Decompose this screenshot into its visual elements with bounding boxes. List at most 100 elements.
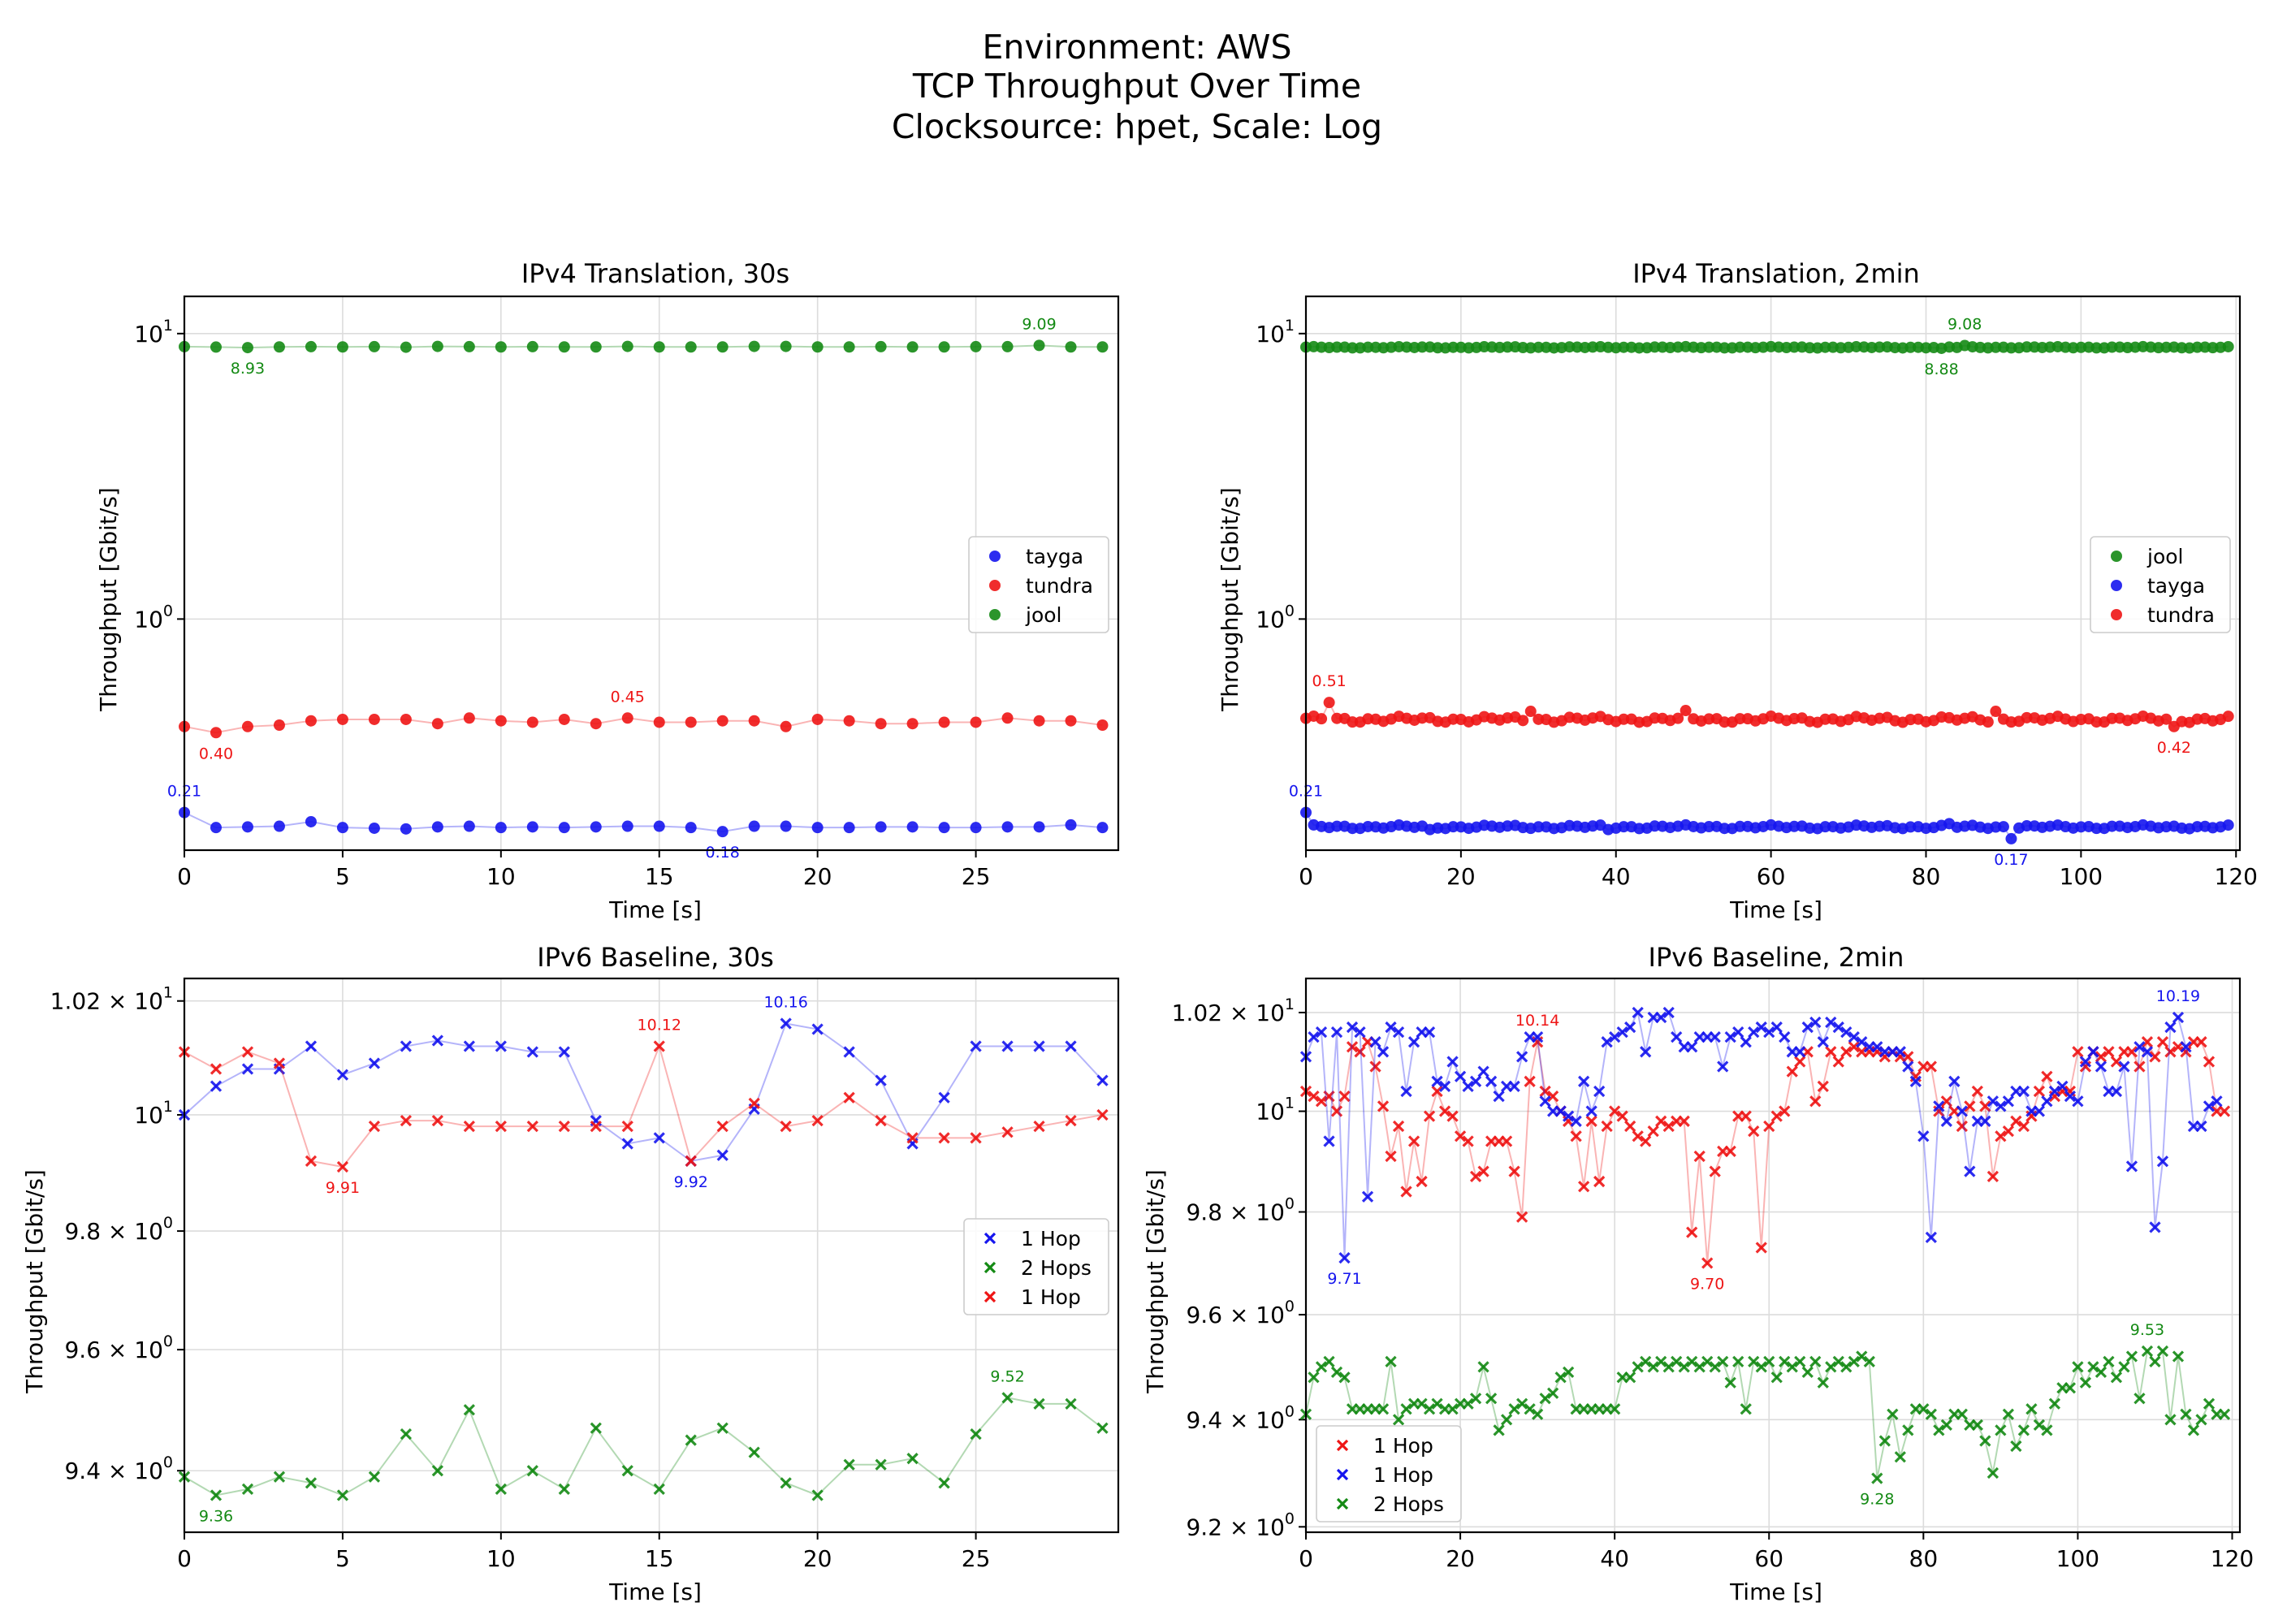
data-point xyxy=(2164,1414,2177,1426)
data-point xyxy=(2180,1041,2192,1053)
x-tick-label: 20 xyxy=(1446,863,1476,890)
data-point xyxy=(1672,712,1684,724)
data-point xyxy=(1096,1422,1109,1434)
data-label: 10.14 xyxy=(1515,1012,1559,1030)
figure-title-line-2: TCP Throughput Over Time xyxy=(912,67,1361,106)
data-point xyxy=(336,341,348,353)
y-axis-label: Throughput [Gbit/s] xyxy=(95,487,122,712)
y-tick-label: 100 xyxy=(1256,602,1295,633)
data-point xyxy=(1909,1075,1922,1087)
data-point xyxy=(1724,1376,1736,1389)
data-point xyxy=(1647,1361,1659,1373)
data-point xyxy=(1779,1031,1791,1043)
data-point xyxy=(1956,1105,1968,1117)
legend-label: tayga xyxy=(1026,545,1083,568)
data-point xyxy=(653,716,665,728)
x-tick-label: 120 xyxy=(2211,1545,2254,1572)
data-point xyxy=(1871,1472,1883,1484)
data-point xyxy=(2110,1056,2123,1068)
data-point xyxy=(2149,1355,2161,1368)
data-point xyxy=(1995,1100,2007,1112)
data-point xyxy=(463,1404,475,1416)
data-point xyxy=(305,1155,318,1168)
data-point xyxy=(1469,1393,1482,1405)
data-point xyxy=(495,1040,507,1052)
data-point xyxy=(938,1477,950,1489)
data-point xyxy=(2218,1408,2231,1420)
data-point xyxy=(2180,1408,2192,1420)
data-point xyxy=(2095,1366,2108,1378)
series-line xyxy=(1305,1039,2224,1263)
data-point xyxy=(843,715,855,727)
data-point xyxy=(1096,1108,1109,1121)
y-tick-label: 9.6 × 100 xyxy=(64,1332,173,1363)
x-tick-label: 100 xyxy=(2060,863,2103,890)
data-point xyxy=(305,1477,318,1489)
y-tick-label: 9.6 × 100 xyxy=(1186,1298,1295,1328)
data-point xyxy=(2087,1046,2099,1058)
data-point xyxy=(1940,1095,1952,1108)
data-point xyxy=(1423,1403,1436,1415)
data-point xyxy=(1832,1056,1844,1068)
data-point xyxy=(1979,1435,1991,1447)
data-point xyxy=(1917,1130,1930,1142)
data-point xyxy=(495,1121,507,1133)
data-point xyxy=(2203,1100,2216,1112)
data-point xyxy=(1632,1130,1644,1142)
data-point xyxy=(1385,1150,1397,1163)
data-point xyxy=(273,820,285,832)
data-point xyxy=(1493,1424,1505,1436)
data-point xyxy=(938,1091,950,1104)
data-point xyxy=(241,821,253,833)
data-point xyxy=(1315,1361,1328,1373)
data-point xyxy=(526,1046,538,1058)
data-point xyxy=(906,1132,919,1144)
x-tick-label: 20 xyxy=(803,1545,832,1572)
data-point xyxy=(1431,1397,1443,1410)
data-point xyxy=(495,1483,507,1496)
data-point xyxy=(843,1046,855,1058)
data-point xyxy=(1001,821,1014,833)
data-point xyxy=(1065,341,1077,353)
data-point xyxy=(1616,1026,1628,1039)
data-point xyxy=(1848,1355,1860,1368)
data-point xyxy=(716,715,728,727)
data-point xyxy=(1640,1355,1652,1368)
data-point xyxy=(1940,1419,1952,1431)
data-point xyxy=(1524,1075,1536,1087)
y-tick-base: 10 xyxy=(1256,321,1285,348)
data-point xyxy=(843,1458,855,1471)
data-point xyxy=(1563,1110,1575,1122)
data-point xyxy=(1979,1100,1991,1112)
data-point xyxy=(2118,1060,2130,1073)
data-point xyxy=(2164,1046,2177,1058)
panel-ipv4-translation-30s: IPv4 Translation, 30s Time [s] Throughpu… xyxy=(95,258,1120,923)
y-tick-exponent: 0 xyxy=(1285,1195,1295,1213)
data-point xyxy=(2079,1056,2092,1068)
data-point xyxy=(1925,1231,1937,1244)
data-point xyxy=(1500,1135,1513,1147)
data-point xyxy=(1640,1135,1652,1147)
data-point xyxy=(780,1017,792,1030)
data-point xyxy=(2149,1221,2161,1233)
data-point xyxy=(1438,1080,1451,1093)
data-point xyxy=(2203,1056,2216,1068)
legend-marker xyxy=(984,1290,996,1303)
panel-ipv4-translation-2min: IPv4 Translation, 2min Time [s] Throughp… xyxy=(1217,258,2258,923)
data-point xyxy=(653,820,665,832)
data-point xyxy=(1531,1031,1544,1043)
data-point xyxy=(1990,706,2002,718)
data-point xyxy=(400,1114,413,1127)
y-tick-label: 1.02 × 101 xyxy=(50,984,173,1015)
data-point xyxy=(621,340,633,352)
data-label: 0.18 xyxy=(706,844,740,862)
data-point xyxy=(1678,1361,1690,1373)
data-point xyxy=(780,340,792,352)
plot-frame xyxy=(1304,977,2242,1534)
data-point xyxy=(1887,1408,1899,1420)
data-point xyxy=(970,716,982,728)
data-point xyxy=(1524,706,1537,718)
y-tick-exponent: 1 xyxy=(163,317,173,335)
data-point xyxy=(1748,1125,1760,1138)
data-point xyxy=(526,716,538,728)
